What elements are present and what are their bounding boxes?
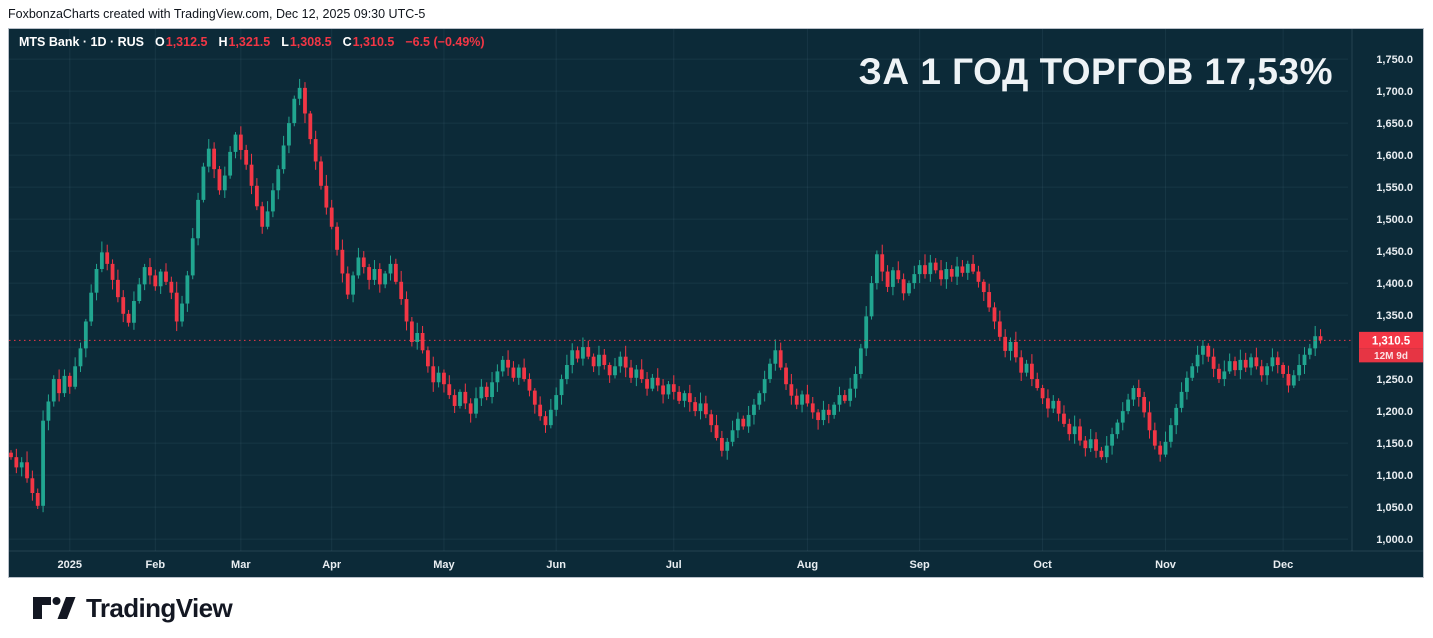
attribution-text: FoxbonzaCharts created with TradingView.… — [8, 7, 426, 21]
x-axis-month-label: Oct — [1033, 559, 1052, 571]
y-axis-tick-label: 1,150.0 — [1376, 438, 1413, 450]
x-axis-month-label: Sep — [910, 559, 930, 571]
candlestick-chart[interactable]: 1,750.0 1,700.0 1,650.0 1,600.0 1,550.0 1,500… — [9, 29, 1423, 577]
price-scale[interactable]: 1,750.0 1,700.0 1,650.0 1,600.0 1,550.0 1,500… — [1359, 54, 1423, 546]
last-price-badge — [1359, 331, 1423, 349]
y-axis-tick-label: 1,650.0 — [1376, 118, 1413, 130]
tradingview-logo-icon — [33, 596, 76, 619]
attribution-bar: FoxbonzaCharts created with TradingView.… — [0, 0, 1433, 28]
x-axis-month-label: Apr — [322, 559, 342, 571]
y-axis-tick-label: 1,000.0 — [1376, 534, 1413, 546]
x-axis-month-label: Aug — [797, 559, 818, 571]
y-axis-tick-label: 1,100.0 — [1376, 470, 1413, 482]
y-axis-tick-label: 1,250.0 — [1376, 374, 1413, 386]
x-axis-month-label: 2025 — [58, 559, 82, 571]
y-axis-tick-label: 1,050.0 — [1376, 502, 1413, 514]
last-price-badge-value: 1,310.5 — [1372, 335, 1411, 347]
x-axis-month-label: Feb — [146, 559, 166, 571]
price-chart-panel[interactable]: 1,750.0 1,700.0 1,650.0 1,600.0 1,550.0 1,500… — [8, 28, 1424, 578]
y-axis-tick-label: 1,600.0 — [1376, 150, 1413, 162]
y-axis-tick-label: 1,700.0 — [1376, 86, 1413, 98]
y-axis-tick-label: 1,450.0 — [1376, 246, 1413, 258]
y-axis-tick-label: 1,400.0 — [1376, 278, 1413, 290]
ohlc-high: H 1,321.5 — [218, 35, 271, 49]
x-axis-month-label: Dec — [1273, 559, 1293, 571]
ohlc-close: C 1,310.5 — [342, 35, 395, 49]
tradingview-logo[interactable]: TradingView — [33, 592, 233, 624]
tradingview-logo-text: TradingView — [86, 592, 233, 623]
branding-footer: TradingView — [0, 578, 1433, 638]
performance-watermark: ЗА 1 ГОД ТОРГОВ 17,53% — [858, 51, 1333, 92]
y-axis-tick-label: 1,350.0 — [1376, 310, 1413, 322]
x-axis-month-label: Mar — [231, 559, 251, 571]
candlestick-series[interactable] — [9, 78, 1323, 513]
x-axis-month-label: Jun — [546, 559, 566, 571]
grid-lines — [9, 29, 1348, 551]
countdown-badge — [1359, 348, 1423, 363]
symbol-title[interactable]: MTS Bank · 1D · RUS — [19, 35, 145, 49]
y-axis-tick-label: 1,200.0 — [1376, 406, 1413, 418]
countdown-badge-value: 12M 9d — [1374, 351, 1408, 362]
y-axis-tick-label: 1,550.0 — [1376, 182, 1413, 194]
y-axis-tick-label: 1,750.0 — [1376, 54, 1413, 66]
y-axis-tick-label: 1,500.0 — [1376, 214, 1413, 226]
ohlc-open: O 1,312.5 — [155, 35, 208, 49]
x-axis-month-label: Jul — [666, 559, 682, 571]
x-axis-month-label: Nov — [1155, 559, 1177, 571]
ohlc-low: L 1,308.5 — [281, 35, 332, 49]
x-axis-month-label: May — [433, 559, 455, 571]
time-scale[interactable]: 2025 Feb Mar Apr May Jun Jul Aug Sep Oct Nov Dec — [58, 559, 1294, 571]
change-value: −6.5 (−0.49%) — [405, 35, 485, 49]
